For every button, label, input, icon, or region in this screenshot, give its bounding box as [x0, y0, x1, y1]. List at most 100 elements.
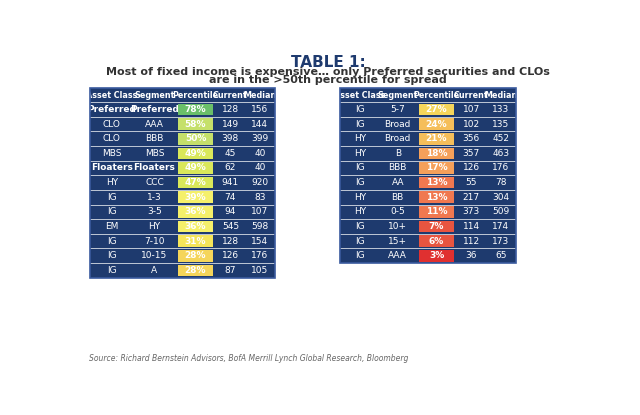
Text: CLO: CLO — [103, 120, 121, 129]
Text: Percentile: Percentile — [172, 91, 218, 100]
Text: 3%: 3% — [429, 251, 444, 260]
Bar — [340, 234, 516, 249]
Bar — [340, 175, 516, 190]
Text: AAA: AAA — [145, 120, 164, 129]
Text: 107: 107 — [463, 105, 480, 114]
Bar — [340, 219, 516, 234]
Text: 398: 398 — [221, 134, 239, 143]
Text: 373: 373 — [463, 208, 480, 216]
Text: 78%: 78% — [185, 105, 206, 114]
Text: Most of fixed income is expensive… only Preferred securities and CLOs: Most of fixed income is expensive… only … — [106, 67, 550, 77]
Bar — [419, 250, 454, 261]
Text: Source: Richard Bernstein Advisors, BofA Merrill Lynch Global Research, Bloomber: Source: Richard Bernstein Advisors, BofA… — [90, 354, 409, 363]
Text: MBS: MBS — [102, 149, 122, 158]
Text: 36%: 36% — [185, 208, 206, 216]
Bar — [178, 206, 213, 217]
Text: 545: 545 — [222, 222, 239, 231]
Bar — [90, 88, 275, 278]
Text: 217: 217 — [463, 193, 480, 202]
Text: 920: 920 — [252, 178, 268, 187]
Text: 0-5: 0-5 — [390, 208, 405, 216]
Text: IG: IG — [107, 193, 116, 202]
Text: 17%: 17% — [426, 164, 447, 173]
Text: 7-10: 7-10 — [144, 237, 164, 246]
Bar — [419, 104, 454, 115]
Text: 304: 304 — [492, 193, 509, 202]
Bar — [90, 146, 275, 161]
Text: Segment: Segment — [378, 91, 418, 100]
Text: 65: 65 — [495, 251, 507, 260]
Text: 49%: 49% — [184, 149, 206, 158]
Bar — [90, 175, 275, 190]
Text: 128: 128 — [222, 237, 239, 246]
Text: 40: 40 — [254, 164, 266, 173]
Bar — [340, 88, 516, 263]
Text: 174: 174 — [492, 222, 509, 231]
Text: 62: 62 — [225, 164, 236, 173]
Text: IG: IG — [355, 251, 365, 260]
Bar — [90, 234, 275, 249]
Text: IG: IG — [107, 251, 116, 260]
Bar — [340, 132, 516, 146]
Text: 126: 126 — [463, 164, 480, 173]
Text: Current: Current — [454, 91, 489, 100]
Text: Asset Class: Asset Class — [86, 91, 138, 100]
Bar — [178, 221, 213, 232]
Text: 78: 78 — [495, 178, 507, 187]
Text: 18%: 18% — [426, 149, 447, 158]
Text: Median: Median — [484, 91, 518, 100]
Text: IG: IG — [355, 222, 365, 231]
Text: 24%: 24% — [426, 120, 447, 129]
Text: 45: 45 — [225, 149, 236, 158]
Bar — [178, 162, 213, 174]
Bar — [178, 250, 213, 261]
Bar — [90, 132, 275, 146]
Text: 13%: 13% — [426, 193, 447, 202]
Text: EM: EM — [105, 222, 118, 231]
Bar — [340, 205, 516, 219]
Bar — [419, 206, 454, 217]
Bar — [419, 118, 454, 130]
Bar — [178, 191, 213, 203]
Text: AA: AA — [392, 178, 404, 187]
Text: 144: 144 — [252, 120, 268, 129]
Text: 463: 463 — [492, 149, 509, 158]
Text: HY: HY — [354, 149, 366, 158]
Text: IG: IG — [355, 105, 365, 114]
Text: 49%: 49% — [184, 164, 206, 173]
Bar — [419, 177, 454, 188]
Text: IG: IG — [355, 120, 365, 129]
Text: 357: 357 — [463, 149, 480, 158]
Text: 128: 128 — [222, 105, 239, 114]
Text: Segment: Segment — [134, 91, 175, 100]
Text: 133: 133 — [492, 105, 509, 114]
Text: 87: 87 — [225, 266, 236, 275]
Text: Broad: Broad — [385, 134, 411, 143]
Text: 36: 36 — [466, 251, 477, 260]
Text: 21%: 21% — [426, 134, 447, 143]
Bar — [340, 146, 516, 161]
Text: Preferred: Preferred — [130, 105, 179, 114]
Text: A: A — [151, 266, 157, 275]
Bar — [340, 102, 516, 117]
Bar — [178, 148, 213, 159]
Text: 39%: 39% — [185, 193, 206, 202]
Text: IG: IG — [355, 178, 365, 187]
Text: Floaters: Floaters — [134, 164, 175, 173]
Bar — [419, 191, 454, 203]
Text: B: B — [395, 149, 401, 158]
Bar — [90, 161, 275, 175]
Text: 126: 126 — [222, 251, 239, 260]
Text: 135: 135 — [492, 120, 509, 129]
Text: IG: IG — [107, 237, 116, 246]
Bar — [178, 177, 213, 188]
Bar — [419, 133, 454, 144]
Text: 176: 176 — [251, 251, 268, 260]
Text: 941: 941 — [222, 178, 239, 187]
Text: BBB: BBB — [388, 164, 407, 173]
Text: CLO: CLO — [103, 134, 121, 143]
Text: 10+: 10+ — [388, 222, 407, 231]
Bar — [178, 118, 213, 130]
Text: 3-5: 3-5 — [147, 208, 162, 216]
Text: 399: 399 — [251, 134, 268, 143]
